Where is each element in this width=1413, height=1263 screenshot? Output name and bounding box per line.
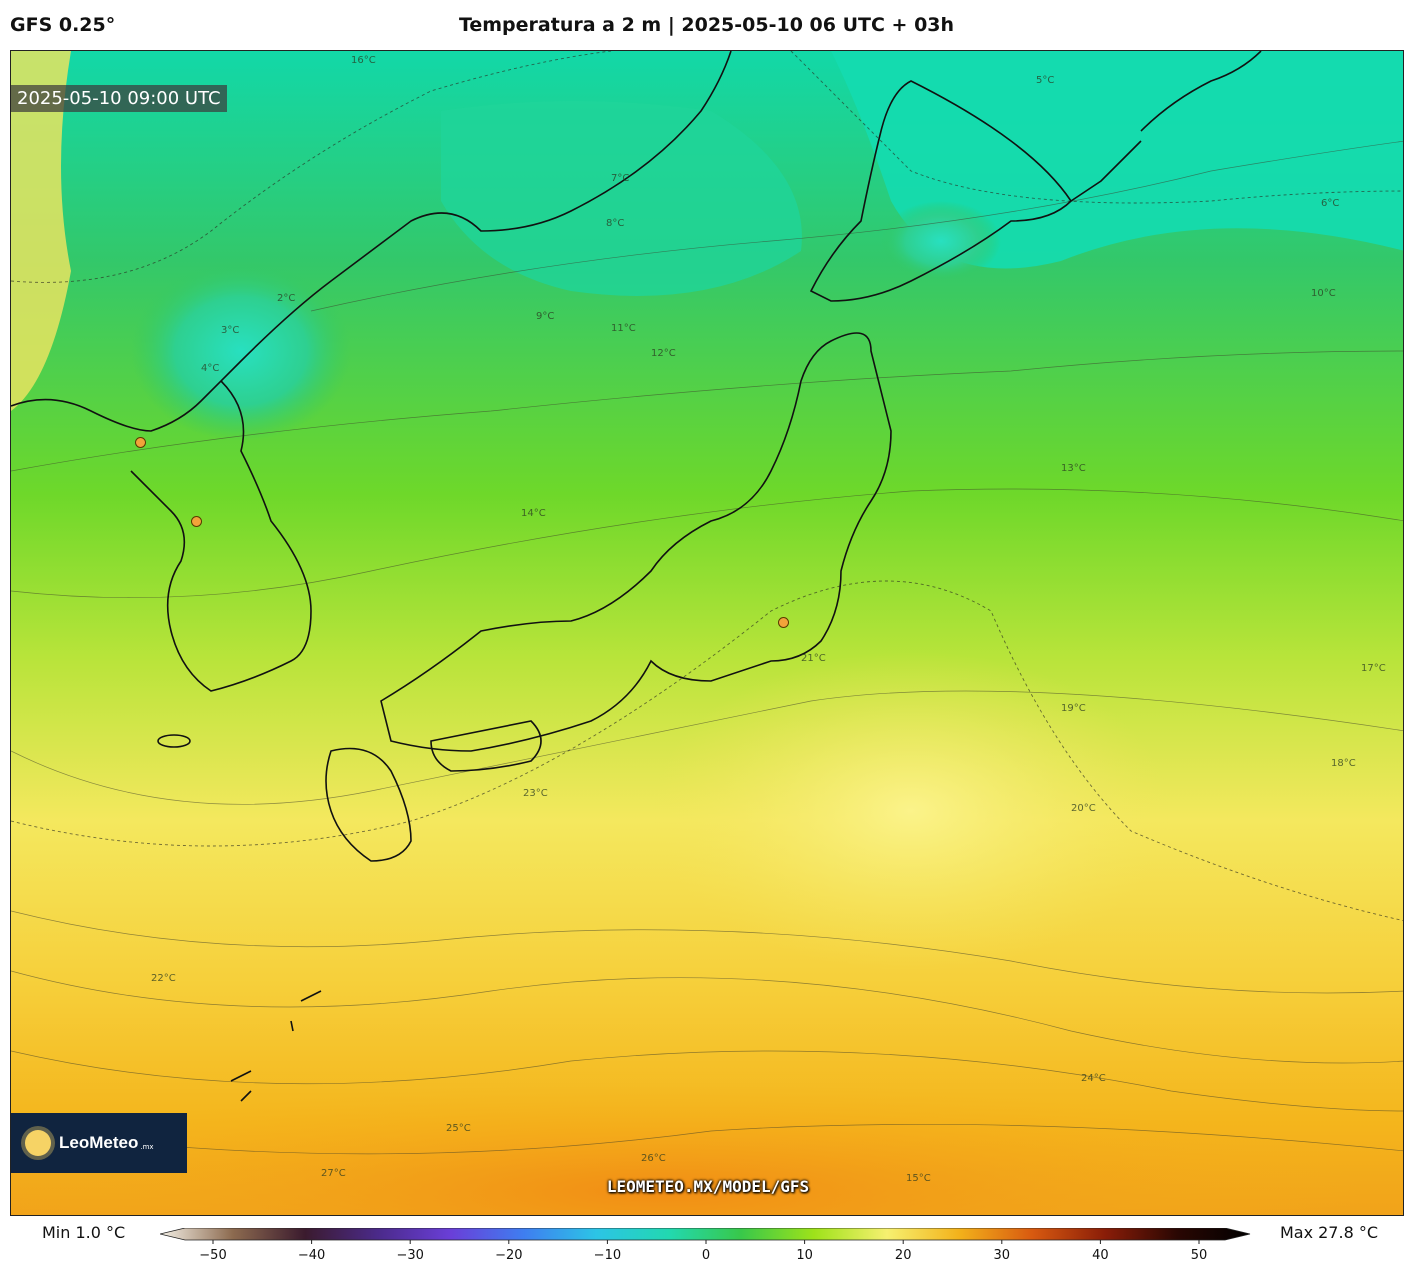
contour-label: 23°C — [523, 788, 548, 799]
city-marker[interactable] — [191, 516, 202, 527]
contour-label: 12°C — [651, 348, 676, 359]
warm-south — [11, 1081, 1361, 1215]
kurils — [1070, 140, 1142, 202]
colorbar-ticks: −50 −40 −30 −20 −10 0 10 20 30 40 50 — [199, 1240, 1207, 1262]
logo-suffix: .mx — [140, 1143, 154, 1151]
colorbar-tick-label: 50 — [1191, 1248, 1208, 1262]
contour-label: 27°C — [321, 1168, 346, 1179]
warm-land-west — [11, 51, 71, 411]
temperature-map[interactable]: 16°C 13°C 11°C 9°C 8°C 7°C 6°C 5°C 4°C 3… — [10, 50, 1404, 1216]
contour-label: 22°C — [151, 973, 176, 984]
contour-label: 25°C — [446, 1123, 471, 1134]
colorbar-tick-label: 40 — [1092, 1248, 1109, 1262]
korea-coast — [130, 380, 312, 692]
contour-label: 11°C — [611, 323, 636, 334]
contour-label: 3°C — [221, 325, 239, 336]
contour-label: 10°C — [1311, 288, 1336, 299]
contour-label: 8°C — [606, 218, 624, 229]
dashed-contours — [11, 51, 1403, 922]
colorbar-fill — [160, 1228, 1251, 1241]
contour-label: 15°C — [906, 1173, 931, 1184]
contour-label: 6°C — [1321, 198, 1339, 209]
contour-label: 21°C — [801, 653, 826, 664]
contour-label: 19°C — [1061, 703, 1086, 714]
valid-time-badge: 2025-05-10 09:00 UTC — [11, 85, 227, 112]
colorbar: −50 −40 −30 −20 −10 0 10 20 30 40 50 — [160, 1228, 1251, 1262]
hokkaido-coast — [809, 80, 1073, 302]
colorbar-tick-label: −30 — [396, 1248, 423, 1262]
cold-korea — [131, 261, 351, 441]
colorbar-tick-label: −10 — [594, 1248, 621, 1262]
kyushu-coast — [325, 747, 412, 862]
map-title: Temperatura a 2 m | 2025-05-10 06 UTC + … — [458, 14, 955, 36]
colorbar-tick-label: 0 — [702, 1248, 710, 1262]
ryukyu — [230, 990, 322, 1102]
colorbar-tick-label: −40 — [298, 1248, 325, 1262]
colorbar-tick-label: 30 — [994, 1248, 1011, 1262]
colorbar-max-label: Max 27.8 °C — [1279, 1223, 1378, 1242]
leometeo-logo[interactable]: LeoMeteo .mx — [11, 1113, 187, 1173]
yellow-tongue — [651, 651, 1171, 971]
contour-label-group: 16°C 13°C 11°C 9°C 8°C 7°C 6°C 5°C 4°C 3… — [151, 55, 1386, 1184]
jeju — [157, 734, 191, 748]
colorbar-tick-label: 10 — [796, 1248, 813, 1262]
contour-label: 9°C — [536, 311, 554, 322]
contour-label: 4°C — [201, 363, 219, 374]
contour-label: 2°C — [277, 293, 295, 304]
contour-label: 5°C — [1036, 75, 1054, 86]
cold-sea-japan-sea — [441, 101, 802, 296]
source-url[interactable]: LEOMETEO.MX/MODEL/GFS — [606, 1177, 810, 1196]
sun-icon — [25, 1130, 51, 1156]
contour-label: 26°C — [641, 1153, 666, 1164]
contour-label: 16°C — [351, 55, 376, 66]
city-marker[interactable] — [778, 617, 789, 628]
map-canvas: 16°C 13°C 11°C 9°C 8°C 7°C 6°C 5°C 4°C 3… — [11, 51, 1403, 1215]
contour-label: 14°C — [521, 508, 546, 519]
colorbar-tick-label: −20 — [495, 1248, 522, 1262]
contours — [11, 140, 1403, 1155]
city-marker[interactable] — [135, 437, 146, 448]
contour-label: 17°C — [1361, 663, 1386, 674]
coastlines — [11, 51, 1262, 1102]
colorbar-tick-label: −50 — [199, 1248, 226, 1262]
shikoku-coast — [430, 720, 542, 772]
contour-label: 18°C — [1331, 758, 1356, 769]
china-coast — [11, 51, 732, 432]
honshu-coast — [380, 332, 892, 752]
contour-label: 24°C — [1081, 1073, 1106, 1084]
cold-hokkaido — [881, 201, 1001, 281]
contour-label: 13°C — [1061, 463, 1086, 474]
contour-label: 20°C — [1071, 803, 1096, 814]
contour-label: 7°C — [611, 173, 629, 184]
colorbar-min-label: Min 1.0 °C — [42, 1223, 126, 1242]
logo-name: LeoMeteo — [59, 1133, 139, 1152]
colorbar-tick-label: 20 — [895, 1248, 912, 1262]
sakhalin-coast — [1140, 51, 1262, 132]
model-label: GFS 0.25° — [10, 14, 116, 36]
